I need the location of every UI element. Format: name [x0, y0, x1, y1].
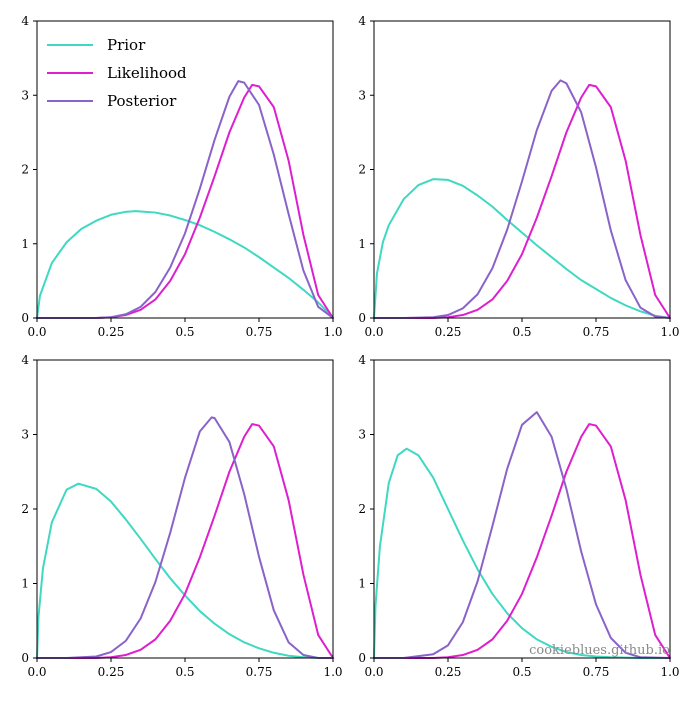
- y-tick-label: 0: [21, 651, 29, 665]
- x-tick-label: 0.25: [98, 665, 125, 679]
- y-tick-label: 3: [21, 88, 29, 102]
- x-tick-label: 0.75: [246, 325, 273, 339]
- x-tick-label: 0.0: [364, 665, 383, 679]
- series-line-prior: [373, 447, 671, 659]
- y-tick-label: 3: [358, 428, 366, 442]
- y-tick-label: 2: [21, 502, 29, 516]
- y-tick-label: 4: [21, 14, 29, 28]
- x-tick-label: 0.75: [583, 665, 610, 679]
- legend-label-posterior: Posterior: [107, 92, 177, 110]
- y-tick-label: 4: [21, 353, 29, 367]
- legend-entry-likelihood: Likelihood: [47, 64, 187, 82]
- axes-frame: [373, 20, 671, 319]
- x-tick-label: 0.25: [435, 665, 462, 679]
- y-tick-label: 2: [358, 502, 366, 516]
- series-line-likelihood: [373, 423, 671, 659]
- y-tick-label: 1: [21, 237, 29, 251]
- series-line-posterior: [36, 80, 334, 319]
- series-line-posterior: [36, 416, 334, 659]
- y-tick-label: 0: [358, 311, 366, 325]
- series-line-likelihood: [36, 423, 334, 659]
- y-tick-label: 4: [358, 353, 366, 367]
- x-tick-label: 0.25: [98, 325, 125, 339]
- series-line-posterior: [373, 411, 671, 659]
- x-tick-label: 0.0: [364, 325, 383, 339]
- y-tick-label: 1: [358, 237, 366, 251]
- y-tick-label: 2: [21, 163, 29, 177]
- x-tick-label: 0.0: [27, 325, 46, 339]
- y-tick-label: 3: [358, 88, 366, 102]
- legend-entry-prior: Prior: [47, 36, 146, 54]
- x-tick-label: 0.5: [512, 665, 531, 679]
- subplot-1: 0.0 0.25 0.5 0.75 1.0 0 1 2 3 4: [21, 14, 342, 339]
- x-tick-label: 1.0: [660, 665, 679, 679]
- subplot-4: 0.0 0.25 0.5 0.75 1.0 0 1 2 3 4: [358, 353, 679, 679]
- y-tick-label: 1: [358, 577, 366, 591]
- x-tick-label: 0.5: [175, 665, 194, 679]
- x-tick-label: 0.25: [435, 325, 462, 339]
- x-tick-label: 0.75: [246, 665, 273, 679]
- x-tick-label: 0.75: [583, 325, 610, 339]
- series-line-likelihood: [36, 83, 334, 319]
- y-tick-label: 4: [358, 14, 366, 28]
- legend-entry-posterior: Posterior: [47, 92, 177, 110]
- watermark-text: cookieblues.github.io: [529, 643, 670, 658]
- series-line-prior: [373, 178, 671, 319]
- x-tick-label: 0.5: [512, 325, 531, 339]
- series-line-prior: [36, 210, 334, 319]
- x-tick-label: 0.0: [27, 665, 46, 679]
- y-tick-label: 0: [21, 311, 29, 325]
- subplot-2: 0.0 0.25 0.5 0.75 1.0 0 1 2 3 4: [358, 14, 679, 339]
- legend-label-likelihood: Likelihood: [107, 64, 187, 82]
- y-tick-label: 1: [21, 577, 29, 591]
- series-line-prior: [36, 482, 334, 659]
- axes-frame: [36, 359, 334, 659]
- subplot-3: 0.0 0.25 0.5 0.75 1.0 0 1 2 3 4: [21, 353, 342, 679]
- y-tick-label: 3: [21, 428, 29, 442]
- x-tick-label: 1.0: [323, 665, 342, 679]
- legend: Prior Likelihood Posterior: [47, 36, 187, 110]
- x-tick-label: 1.0: [660, 325, 679, 339]
- y-tick-label: 0: [358, 651, 366, 665]
- y-tick-label: 2: [358, 163, 366, 177]
- legend-label-prior: Prior: [107, 36, 146, 54]
- x-tick-label: 0.5: [175, 325, 194, 339]
- axes-frame: [373, 359, 671, 659]
- x-tick-label: 1.0: [323, 325, 342, 339]
- series-line-posterior: [373, 79, 671, 319]
- series-line-likelihood: [373, 83, 671, 319]
